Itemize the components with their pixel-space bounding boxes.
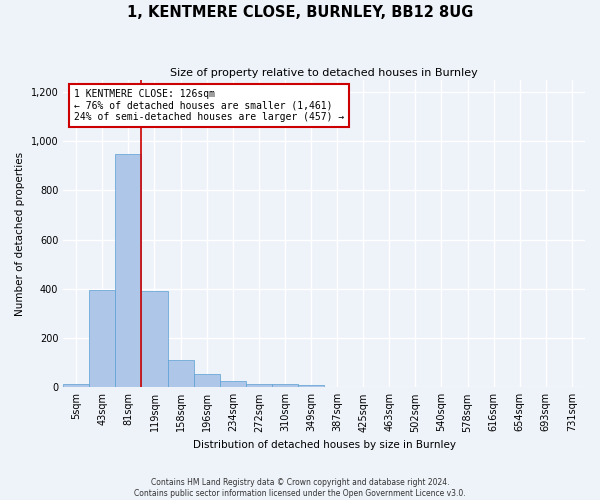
Text: 1, KENTMERE CLOSE, BURNLEY, BB12 8UG: 1, KENTMERE CLOSE, BURNLEY, BB12 8UG — [127, 5, 473, 20]
Bar — [142, 292, 167, 388]
Text: Contains HM Land Registry data © Crown copyright and database right 2024.
Contai: Contains HM Land Registry data © Crown c… — [134, 478, 466, 498]
Y-axis label: Number of detached properties: Number of detached properties — [15, 152, 25, 316]
X-axis label: Distribution of detached houses by size in Burnley: Distribution of detached houses by size … — [193, 440, 455, 450]
Bar — [89, 290, 115, 388]
Text: 1 KENTMERE CLOSE: 126sqm
← 76% of detached houses are smaller (1,461)
24% of sem: 1 KENTMERE CLOSE: 126sqm ← 76% of detach… — [74, 89, 344, 122]
Bar — [194, 374, 220, 388]
Bar — [167, 360, 194, 388]
Bar — [298, 386, 324, 388]
Bar — [272, 384, 298, 388]
Bar — [115, 154, 142, 388]
Bar — [63, 384, 89, 388]
Bar — [220, 381, 246, 388]
Title: Size of property relative to detached houses in Burnley: Size of property relative to detached ho… — [170, 68, 478, 78]
Bar — [246, 384, 272, 388]
